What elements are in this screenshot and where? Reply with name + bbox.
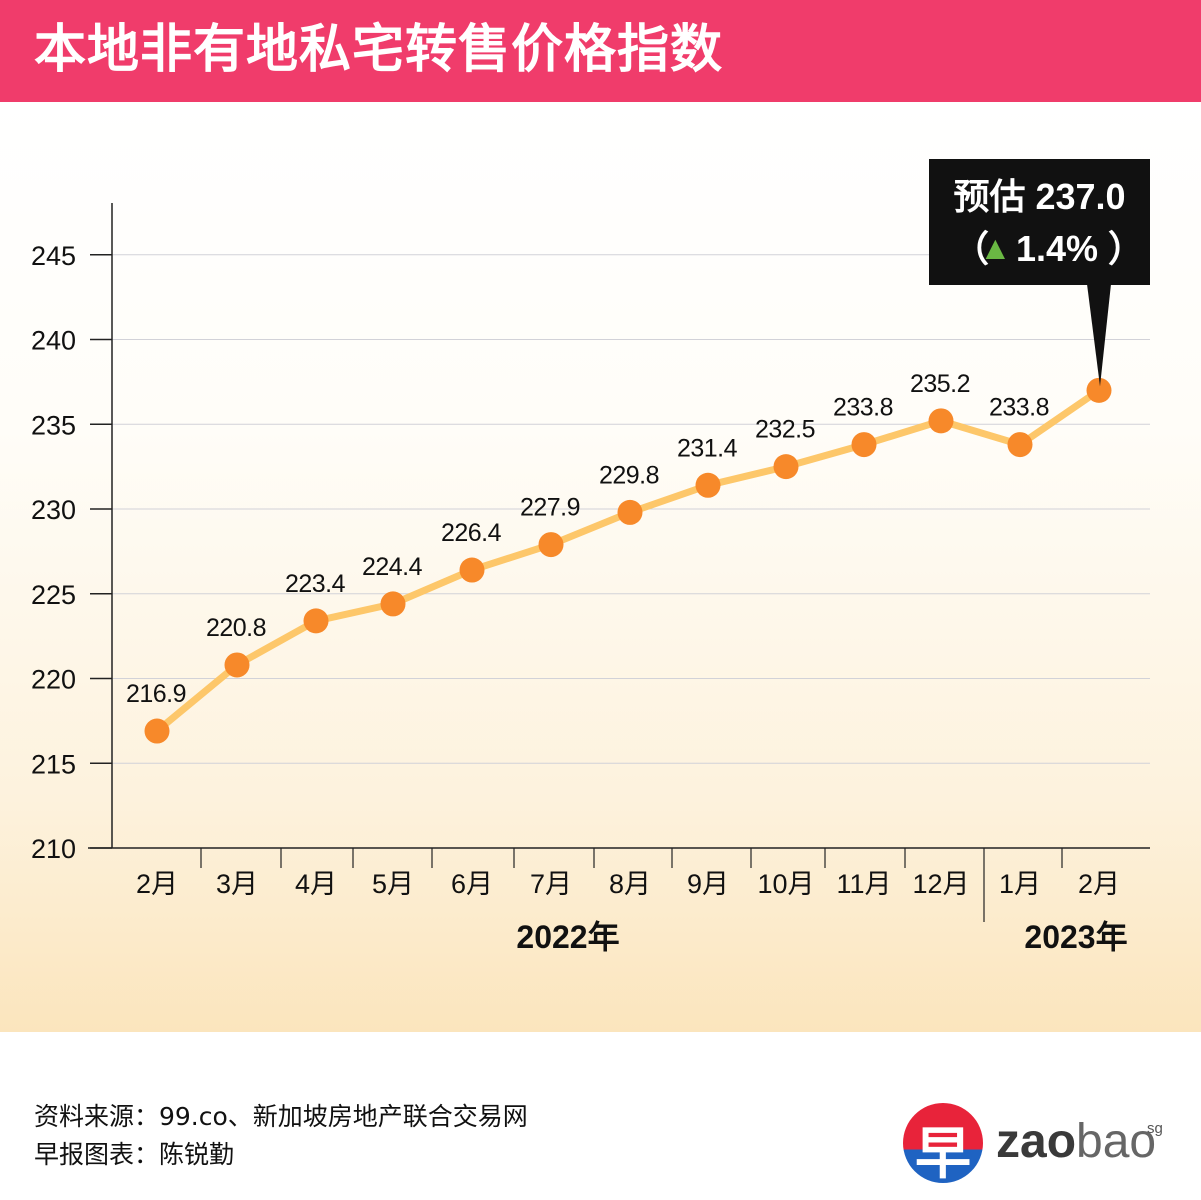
logo-sg: sg bbox=[1147, 1120, 1163, 1137]
data-point bbox=[695, 472, 721, 498]
x-tick-label: 5月 bbox=[372, 869, 414, 899]
data-label: 220.8 bbox=[206, 614, 266, 642]
data-labels: 216.9 220.8 223.4 224.4 226.4 227.9 229.8 231.4… bbox=[126, 370, 1050, 708]
data-point bbox=[851, 432, 877, 458]
callout-change-text: 1.4% bbox=[1016, 228, 1098, 269]
y-axis: 210 215 220 225 230 235 240 245 bbox=[31, 203, 113, 864]
data-point bbox=[617, 499, 643, 525]
up-arrow-icon: ▲ bbox=[979, 229, 1012, 266]
credit-text: 早报图表：陈锐勤 bbox=[34, 1140, 235, 1169]
data-label: 223.4 bbox=[285, 570, 346, 598]
data-point bbox=[1007, 432, 1033, 458]
data-point bbox=[538, 532, 564, 558]
callout-pointer bbox=[1087, 284, 1111, 387]
data-point bbox=[1086, 377, 1112, 403]
line-chart: 210 215 220 225 230 235 240 245 2月 3月 4月 5月 6月 7月 8月 9… bbox=[31, 159, 1150, 955]
y-tick-label-220: 220 bbox=[31, 665, 76, 695]
data-label: 233.8 bbox=[989, 394, 1049, 422]
x-tick-label: 1月 bbox=[999, 869, 1041, 899]
x-tick-label: 3月 bbox=[216, 869, 258, 899]
y-tick-label-225: 225 bbox=[31, 580, 76, 610]
data-point bbox=[773, 454, 799, 480]
data-label: 216.9 bbox=[126, 680, 186, 708]
y-tick-label-230: 230 bbox=[31, 495, 76, 525]
data-point bbox=[144, 718, 170, 744]
logo-text-zao: zao bbox=[996, 1115, 1077, 1168]
zaobao-logo-text: zaobao bbox=[996, 1114, 1156, 1170]
y-tick-label-210: 210 bbox=[31, 834, 76, 864]
data-label: 231.4 bbox=[677, 434, 738, 462]
data-point bbox=[459, 557, 485, 583]
footer: 资料来源：99.co、新加坡房地产联合交易网 早报图表：陈锐勤 bbox=[0, 1032, 1201, 1200]
x-tick-label: 7月 bbox=[530, 869, 572, 899]
data-label: 233.8 bbox=[833, 394, 893, 422]
data-label: 227.9 bbox=[520, 494, 580, 522]
data-label: 229.8 bbox=[599, 461, 659, 489]
callout-close-paren: ） bbox=[1108, 228, 1144, 269]
data-point bbox=[303, 608, 329, 634]
logo-text-bao: bao bbox=[1076, 1115, 1157, 1168]
chart-title: 本地非有地私宅转售价格指数 bbox=[34, 20, 724, 80]
y-tick-label-215: 215 bbox=[31, 749, 76, 779]
callout-open-paren: （ bbox=[953, 228, 989, 269]
data-point bbox=[224, 652, 250, 678]
series-line bbox=[153, 386, 1103, 735]
x-tick-label: 12月 bbox=[912, 869, 969, 899]
title-banner: 本地非有地私宅转售价格指数 bbox=[0, 0, 1201, 102]
data-label: 235.2 bbox=[910, 370, 970, 398]
data-label: 224.4 bbox=[362, 553, 423, 581]
data-point bbox=[928, 408, 954, 434]
x-tick-label: 2月 bbox=[136, 869, 178, 899]
x-axis: 2月 3月 4月 5月 6月 7月 8月 9月 10月 11月 12月 1月 2月 2022年 2023年 bbox=[88, 847, 1150, 955]
source-text: 资料来源：99.co、新加坡房地产联合交易网 bbox=[34, 1102, 528, 1131]
series-line-group bbox=[144, 377, 1112, 744]
data-label: 232.5 bbox=[755, 416, 815, 444]
x-tick-label: 10月 bbox=[757, 869, 814, 899]
estimate-callout: 预估 237.0 （▲ 1.4%） bbox=[929, 159, 1150, 387]
y-tick-label-235: 235 bbox=[31, 410, 76, 440]
year-group-label: 2022年 bbox=[516, 919, 619, 955]
x-tick-label: 8月 bbox=[609, 869, 651, 899]
x-tick-label: 6月 bbox=[451, 869, 493, 899]
data-point bbox=[380, 591, 406, 617]
zaobao-logo-icon: 早 bbox=[903, 1103, 983, 1183]
year-group-label: 2023年 bbox=[1024, 919, 1127, 955]
x-tick-label: 4月 bbox=[295, 869, 337, 899]
x-tick-label: 9月 bbox=[687, 869, 729, 899]
callout-estimate-text: 预估 237.0 bbox=[953, 176, 1125, 217]
x-tick-label: 11月 bbox=[836, 869, 891, 899]
callout-box bbox=[929, 159, 1150, 285]
y-tick-label-240: 240 bbox=[31, 326, 76, 356]
y-tick-label-245: 245 bbox=[31, 241, 76, 271]
data-label: 226.4 bbox=[441, 519, 502, 547]
x-tick-label: 2月 bbox=[1078, 869, 1120, 899]
